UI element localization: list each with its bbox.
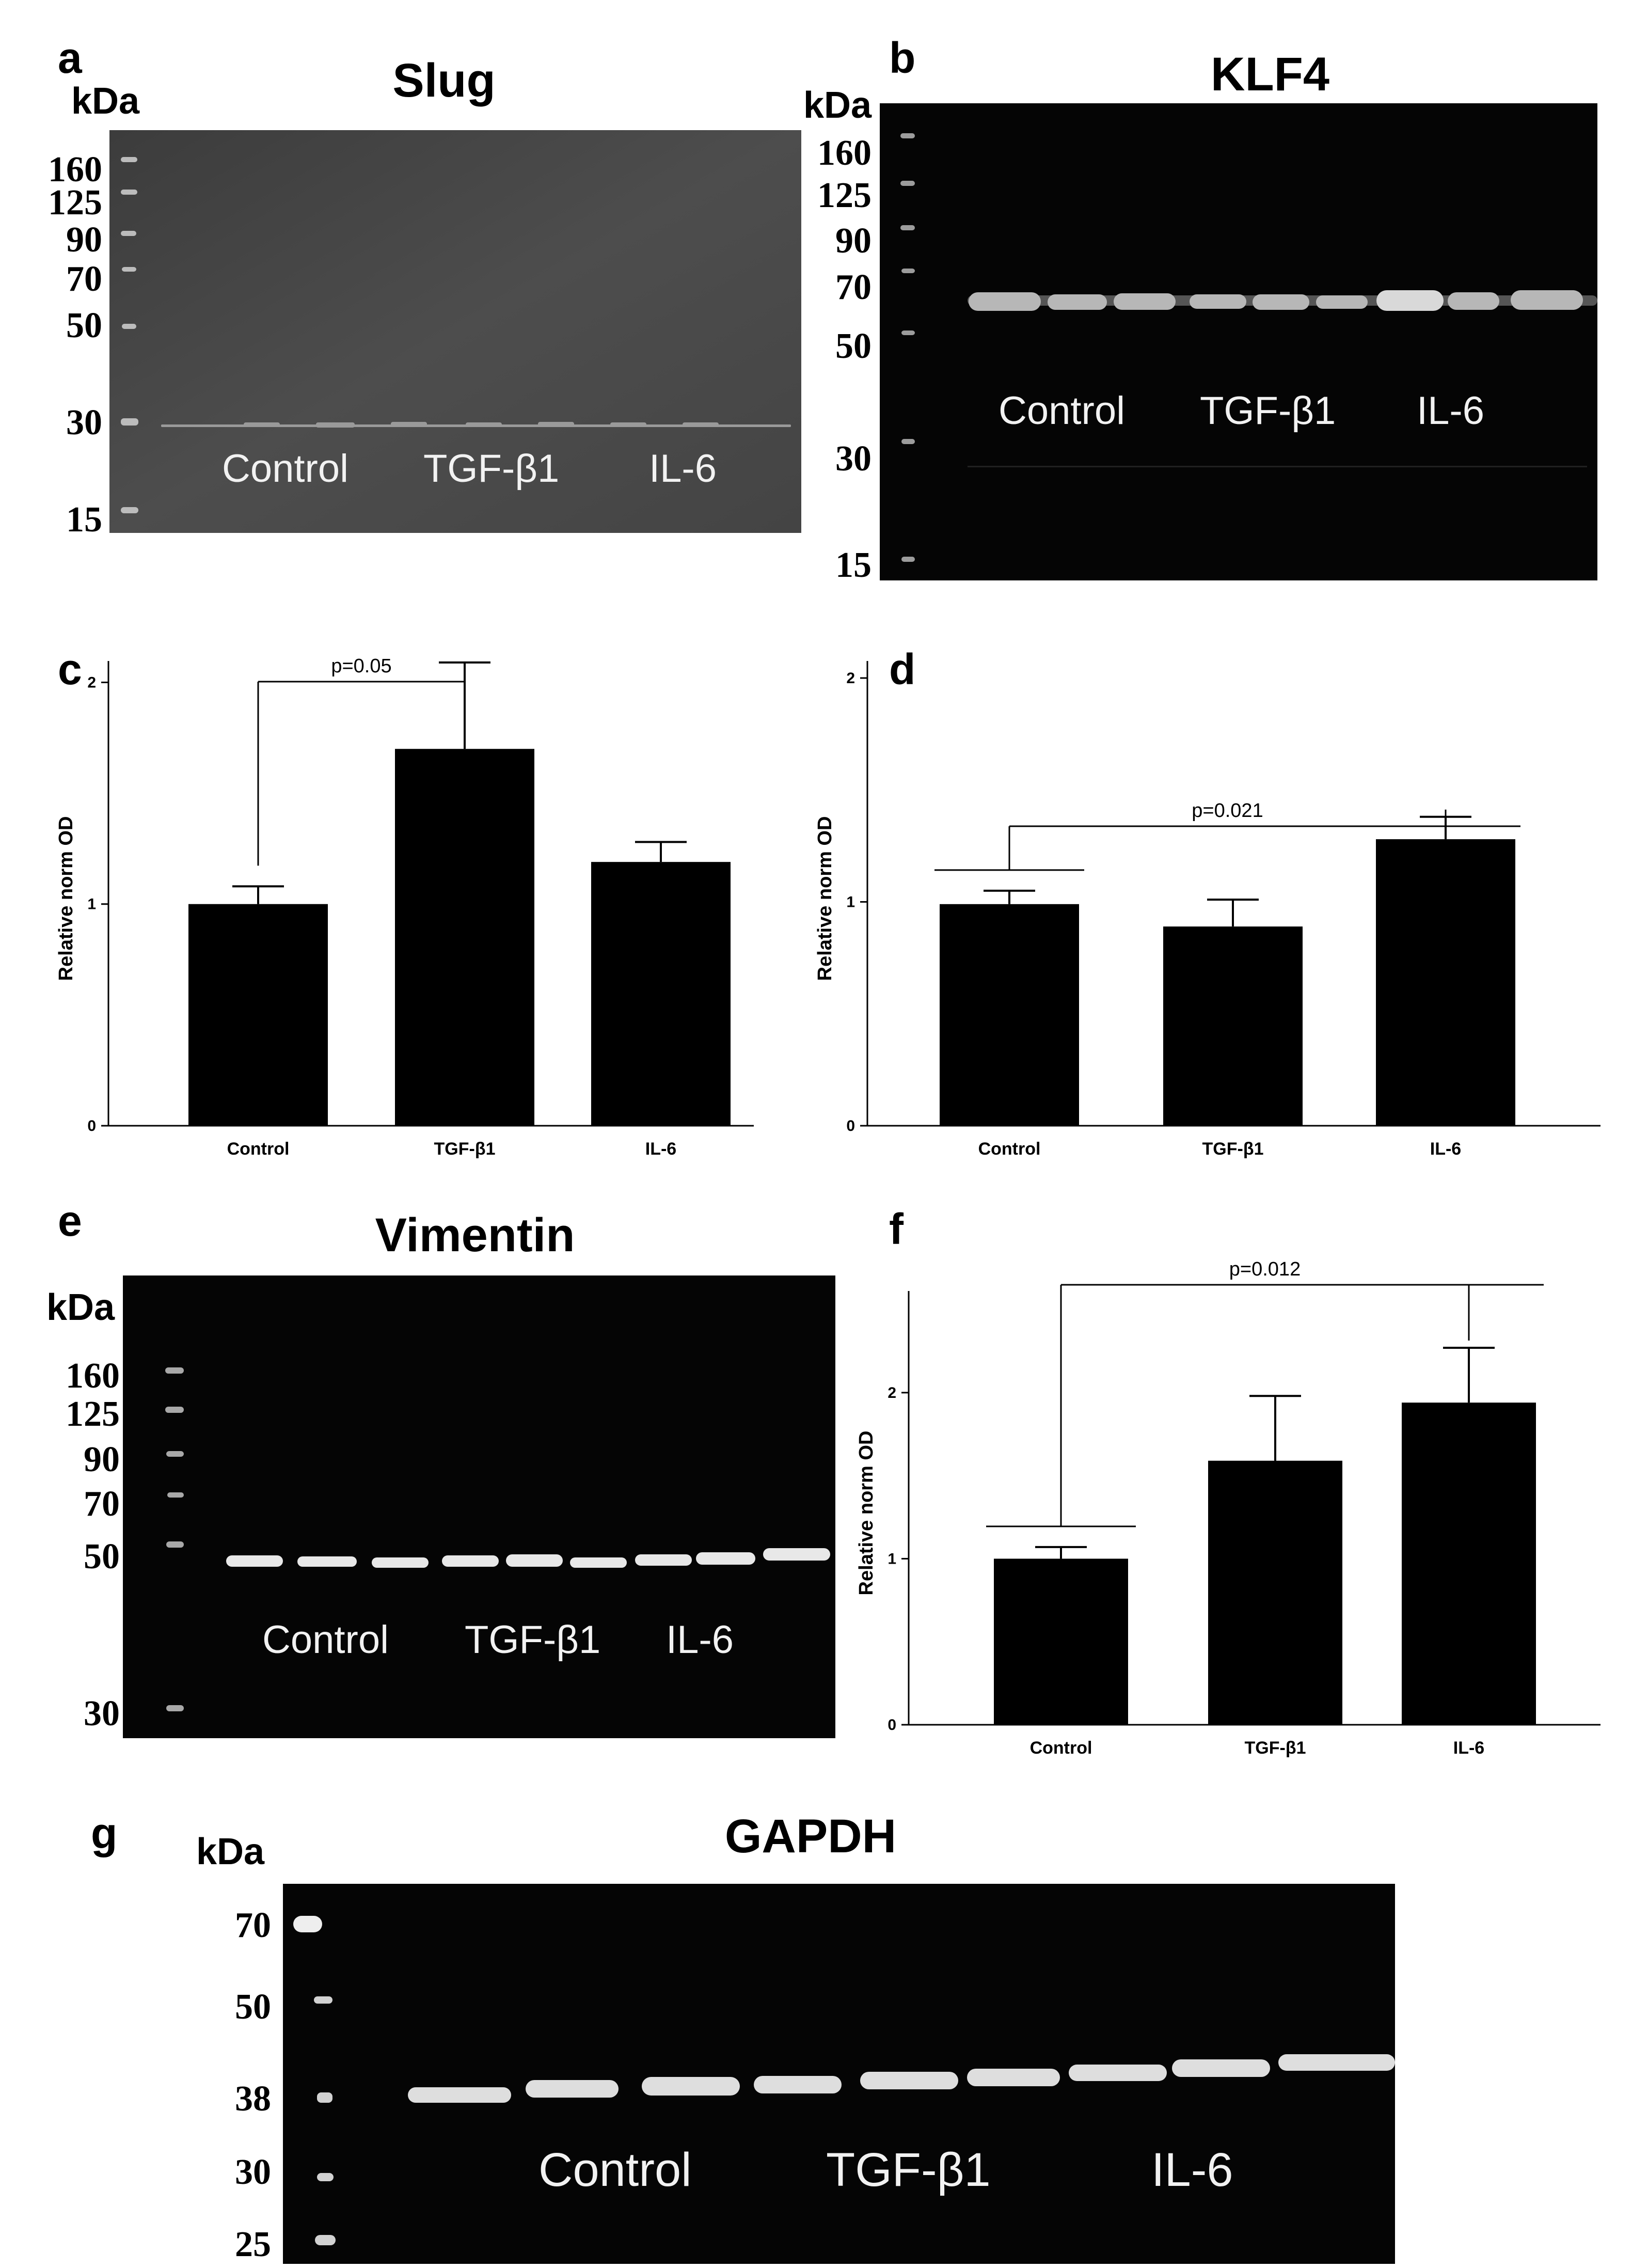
kda-label-g: kDa <box>196 1831 265 1872</box>
bar <box>940 904 1079 1126</box>
p-value-annotation: p=0.05 <box>331 655 391 677</box>
lane-label-il6: IL-6 <box>666 1618 734 1662</box>
mw-marker: 15 <box>835 545 871 585</box>
panel-letter-b: b <box>889 34 916 82</box>
blot-title-vimentin: Vimentin <box>375 1209 575 1262</box>
x-tick-label: TGF-β1 <box>1202 1139 1264 1159</box>
y-tick-label: 2 <box>888 1384 896 1401</box>
western-blot-slug: Control TGF-β1 IL-6 <box>109 130 801 533</box>
y-tick-label: 0 <box>846 1117 855 1135</box>
western-blot-klf4: Control TGF-β1 IL-6 <box>880 103 1597 580</box>
x-tick-label: Control <box>978 1139 1041 1159</box>
mw-marker: 160 <box>66 1356 120 1396</box>
mw-marker: 125 <box>48 183 102 223</box>
mw-marker: 50 <box>66 306 102 345</box>
western-blot-gapdh: Control TGF-β1 IL-6 <box>283 1884 1395 2264</box>
panel-letter-e: e <box>58 1196 82 1245</box>
y-tick-label: 0 <box>888 1716 896 1734</box>
blot-title-klf4: KLF4 <box>1211 48 1329 101</box>
mw-marker: 30 <box>835 439 871 479</box>
bar-chart-f: 0 1 2 Relative norm OD Control TGF-β1 IL-6 p=0.… <box>855 1258 1601 1758</box>
bar-chart-d: 0 1 2 Relative norm OD Control TGF-β1 IL-6 p=0.… <box>814 661 1601 1159</box>
y-tick-label: 1 <box>846 894 855 911</box>
lane-label-control: Control <box>538 2144 692 2196</box>
lane-label-tgf-b1: TGF-β1 <box>826 2144 991 2196</box>
bar <box>591 862 731 1126</box>
mw-marker: 50 <box>235 1987 271 2027</box>
mw-marker: 90 <box>66 220 102 260</box>
y-axis-label: Relative norm OD <box>814 816 836 981</box>
bar <box>1163 926 1303 1126</box>
panel-letter-a: a <box>58 34 82 82</box>
lane-label-tgf-b1: TGF-β1 <box>1200 389 1336 433</box>
mw-marker: 50 <box>84 1537 120 1577</box>
panel-letter-g: g <box>91 1809 118 1857</box>
x-tick-label: Control <box>1030 1738 1092 1758</box>
blot-title-slug: Slug <box>392 54 496 107</box>
bar <box>1376 839 1515 1126</box>
x-tick-label: TGF-β1 <box>1245 1738 1306 1758</box>
panel-letter-d: d <box>889 645 916 694</box>
mw-marker: 125 <box>66 1394 120 1434</box>
lane-label-control: Control <box>262 1618 389 1662</box>
lane-label-tgf-b1: TGF-β1 <box>465 1618 601 1662</box>
mw-marker: 160 <box>817 133 871 173</box>
mw-marker: 70 <box>835 267 871 307</box>
bar <box>1402 1403 1536 1725</box>
bar <box>1208 1460 1342 1725</box>
lane-label-control: Control <box>999 389 1125 433</box>
y-tick-label: 1 <box>87 896 96 913</box>
bar <box>188 904 328 1126</box>
x-tick-label: IL-6 <box>1430 1139 1461 1159</box>
mw-marker: 90 <box>835 221 871 261</box>
y-tick-label: 2 <box>87 674 96 691</box>
lane-label-il6: IL-6 <box>649 447 717 491</box>
lane-label-il6: IL-6 <box>1151 2144 1233 2196</box>
mw-marker: 160 <box>48 150 102 190</box>
lane-label-tgf-b1: TGF-β1 <box>423 447 560 491</box>
y-axis-label: Relative norm OD <box>855 1431 877 1596</box>
mw-marker: 70 <box>235 1905 271 1945</box>
y-axis-label: Relative norm OD <box>55 816 77 981</box>
x-tick-label: IL-6 <box>645 1139 676 1159</box>
bar <box>994 1558 1128 1725</box>
x-tick-label: Control <box>227 1139 290 1159</box>
panel-letter-c: c <box>58 645 82 694</box>
lane-label-il6: IL-6 <box>1417 389 1484 433</box>
mw-marker: 30 <box>66 403 102 443</box>
mw-marker: 50 <box>835 326 871 366</box>
lane-label-control: Control <box>222 447 348 491</box>
p-value-annotation: p=0.021 <box>1192 800 1263 822</box>
x-tick-label: IL-6 <box>1453 1738 1484 1758</box>
kda-label-b: kDa <box>803 85 872 126</box>
mw-marker: 70 <box>66 259 102 299</box>
y-tick-label: 0 <box>87 1117 96 1135</box>
mw-marker: 70 <box>84 1484 120 1524</box>
kda-label-a: kDa <box>71 81 140 122</box>
y-tick-label: 1 <box>888 1550 896 1567</box>
mw-marker: 90 <box>84 1440 120 1479</box>
panel-letter-f: f <box>889 1205 904 1253</box>
bar-chart-c: 0 1 2 Relative norm OD Control TGF-β1 IL-6 p=0.… <box>55 655 754 1159</box>
mw-marker: 30 <box>84 1694 120 1734</box>
mw-marker: 38 <box>235 2079 271 2119</box>
mw-marker: 125 <box>817 176 871 215</box>
western-blot-vimentin: Control TGF-β1 IL-6 <box>123 1275 835 1738</box>
blot-title-gapdh: GAPDH <box>724 1810 897 1863</box>
mw-marker: 25 <box>235 2225 271 2264</box>
kda-label-e: kDa <box>46 1287 115 1328</box>
mw-marker: 15 <box>66 500 102 540</box>
x-tick-label: TGF-β1 <box>434 1139 496 1159</box>
y-tick-label: 2 <box>846 670 855 687</box>
bar <box>395 749 534 1126</box>
mw-marker: 30 <box>235 2152 271 2192</box>
p-value-annotation: p=0.012 <box>1229 1258 1301 1280</box>
